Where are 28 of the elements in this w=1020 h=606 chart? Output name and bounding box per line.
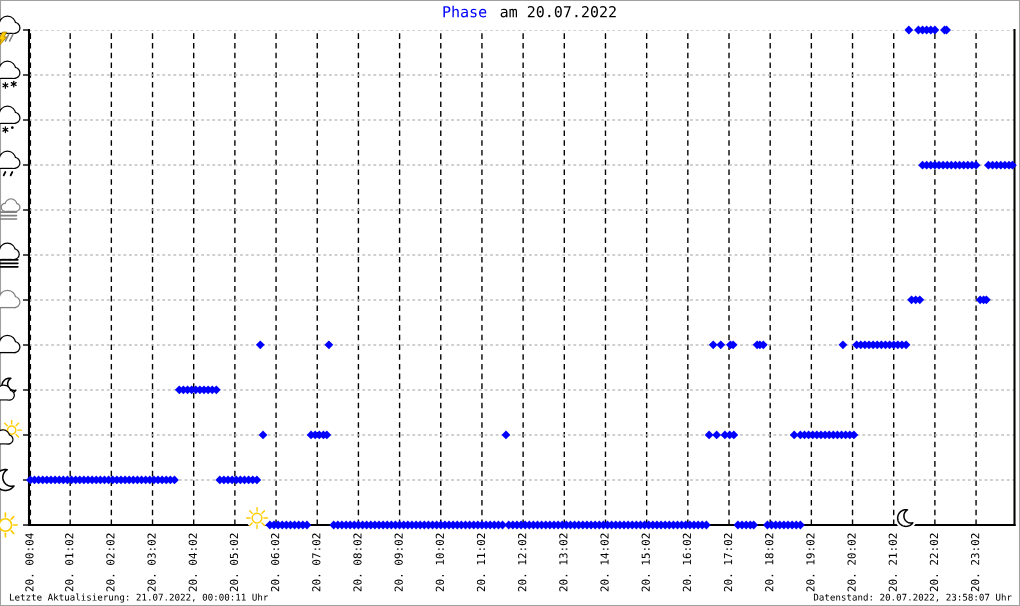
x-tick-label: 20. 12:02	[518, 533, 527, 592]
x-tick-label: 20. 11:02	[476, 533, 486, 592]
x-tick-label: 20. 22:02	[929, 533, 939, 592]
x-tick-label: 20. 21:02	[888, 533, 897, 592]
x-tick-label: 20. 17:02	[723, 533, 733, 592]
x-tick-label: 20. 05:02	[229, 533, 239, 592]
x-tick-label: 20. 23:02	[970, 533, 980, 592]
x-tick-label: 20. 07:02	[312, 533, 321, 592]
x-tick-label: 20. 18:02	[765, 533, 774, 592]
x-tick-label: 20. 15:02	[641, 533, 650, 592]
x-tick-label: 20. 04:02	[188, 533, 197, 592]
x-tick-label: 20. 16:02	[682, 533, 692, 592]
chart-title: am 20.07.2022	[500, 6, 616, 18]
text: Letzte Aktualisierung: 21.07.2022, 00:00:11 Uhr	[9, 593, 269, 603]
x-tick-label: 20. 03:02	[147, 533, 156, 592]
x-tick-label: 20. 19:02	[806, 533, 815, 592]
x-tick-label: 20. 00:04	[25, 533, 34, 592]
x-tick-label: 20. 06:02	[270, 533, 280, 592]
text: Datenstand: 20.07.2022, 23:58:07 Uhr	[813, 593, 1012, 602]
x-tick-label: 20. 01:02	[65, 533, 74, 592]
x-tick-label: 20. 08:02	[353, 533, 362, 592]
x-tick-label: 20. 02:02	[106, 533, 115, 592]
text: Phase	[443, 5, 487, 18]
x-tick-label: 20. 20:02	[847, 533, 856, 592]
x-tick-label: 20. 13:02	[559, 533, 568, 592]
x-tick-label: 20. 10:02	[435, 533, 444, 592]
x-tick-label: 20. 09:02	[394, 533, 403, 592]
x-tick-label: 20. 14:02	[600, 533, 609, 592]
